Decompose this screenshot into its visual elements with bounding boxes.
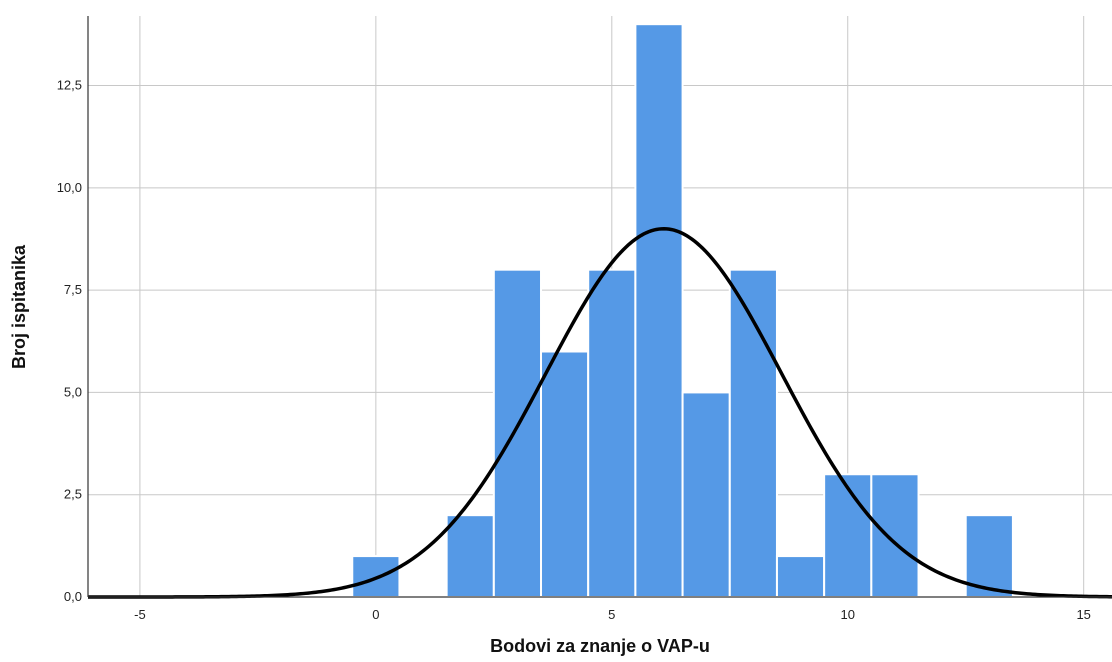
y-tick-label: 7,5	[64, 282, 82, 297]
x-tick-label: -5	[134, 607, 146, 622]
histogram-bar	[492, 268, 543, 598]
histogram-bar	[775, 555, 826, 599]
histogram-bar	[870, 473, 920, 598]
x-tick-label: 5	[608, 607, 615, 622]
histogram-bar	[634, 23, 684, 598]
histogram-bar	[823, 473, 873, 598]
x-tick-label: 15	[1076, 607, 1090, 622]
y-tick-label: 10,0	[57, 180, 82, 195]
x-axis-title: Bodovi za znanje o VAP-u	[490, 636, 710, 656]
curve-layer	[88, 227, 1112, 599]
y-tick-label: 12,5	[57, 78, 82, 93]
y-axis-title: Broj ispitanika	[9, 244, 29, 369]
axis-layer: -5 0 5 10 15 0,0 2,5 5,0 7,5 10,0 12,5	[57, 16, 1112, 622]
histogram-bar	[445, 514, 495, 598]
x-tick-label: 10	[841, 607, 855, 622]
histogram-bar	[540, 350, 590, 598]
y-tick-label: 5,0	[64, 384, 82, 399]
x-tick-label: 0	[372, 607, 379, 622]
normal-distribution-curve	[88, 227, 1112, 599]
bar-layer	[351, 23, 1014, 599]
y-tick-label: 2,5	[64, 487, 82, 502]
histogram-bar	[681, 391, 731, 599]
histogram-bar	[587, 268, 637, 598]
y-tick-label: 0,0	[64, 589, 82, 604]
